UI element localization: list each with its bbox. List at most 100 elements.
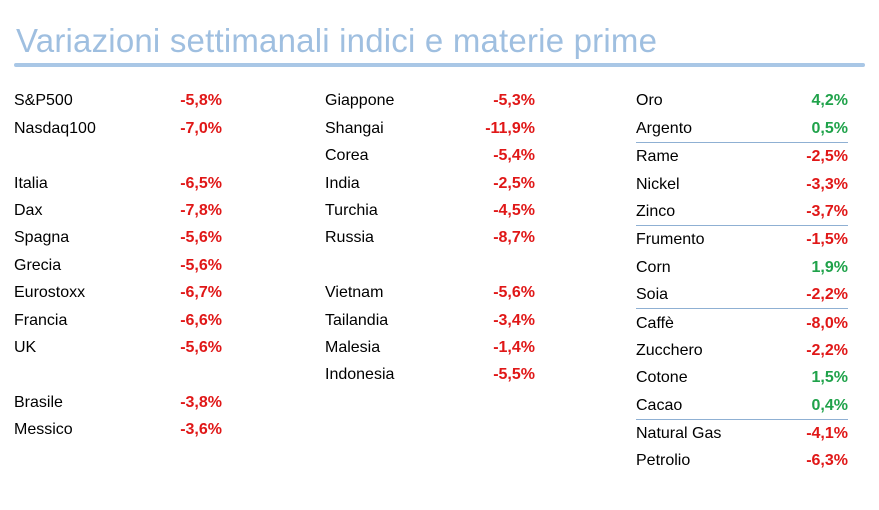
row-change-value: -4,5% (493, 201, 535, 219)
row-label: Petrolio (636, 452, 691, 470)
row-label: Italia (14, 174, 48, 192)
row-change-value: -6,7% (180, 284, 222, 302)
row-label: Rame (636, 148, 679, 166)
row-label: Grecia (14, 256, 62, 274)
title-underline (14, 63, 865, 67)
row-change-value: -2,2% (806, 286, 848, 304)
row-label: Oro (636, 92, 663, 110)
row-spacer (325, 251, 535, 278)
table-row: Tailandia -3,4% (325, 306, 535, 333)
row-change-value: -5,5% (493, 366, 535, 384)
table-row: Frumento -1,5% (636, 226, 848, 253)
row-label: Spagna (14, 229, 70, 247)
table-row: Caffè -8,0% (636, 309, 848, 336)
row-label: Corea (325, 147, 369, 165)
table-row: Malesia -1,4% (325, 334, 535, 361)
table-row: Soia -2,2% (636, 281, 848, 310)
table-row: Zucchero -2,2% (636, 337, 848, 364)
table-row: Grecia -5,6% (14, 251, 222, 278)
table-row: Rame -2,5% (636, 143, 848, 170)
table-row: Cacao 0,4% (636, 391, 848, 420)
row-label: Cotone (636, 369, 688, 387)
table-row: Russia -8,7% (325, 224, 535, 251)
row-label: UK (14, 338, 37, 356)
row-change-value: -8,7% (493, 229, 535, 247)
row-change-value: -2,2% (806, 341, 848, 359)
row-label: Russia (325, 229, 374, 247)
row-change-value: -2,5% (493, 174, 535, 192)
row-label: Zinco (636, 202, 676, 220)
row-change-value: -5,6% (180, 256, 222, 274)
row-change-value: -5,6% (493, 284, 535, 302)
row-label: Brasile (14, 393, 63, 411)
row-label: Argento (636, 119, 693, 137)
table-row: Dax -7,8% (14, 197, 222, 224)
row-change-value: 4,2% (811, 92, 848, 110)
row-label: Caffè (636, 314, 674, 332)
table-row: Corea -5,4% (325, 142, 535, 169)
table-row: Italia -6,5% (14, 169, 222, 196)
row-label: Vietnam (325, 284, 384, 302)
table-row: Eurostoxx -6,7% (14, 279, 222, 306)
table-row: Nickel -3,3% (636, 170, 848, 197)
row-label: Nasdaq100 (14, 119, 96, 137)
table-row: Spagna -5,6% (14, 224, 222, 251)
row-label: Giappone (325, 92, 395, 110)
row-label: Soia (636, 286, 669, 304)
row-change-value: -5,4% (493, 147, 535, 165)
table-row: Natural Gas -4,1% (636, 420, 848, 447)
row-change-value: -7,8% (180, 201, 222, 219)
row-spacer (14, 142, 222, 169)
row-change-value: 0,4% (811, 396, 848, 414)
row-change-value: -5,8% (180, 92, 222, 110)
row-change-value: -6,6% (180, 311, 222, 329)
row-label: Cacao (636, 396, 683, 414)
table-row: Brasile -3,8% (14, 388, 222, 415)
row-label: S&P500 (14, 92, 73, 110)
row-change-value: -6,3% (806, 452, 848, 470)
row-change-value: -11,9% (485, 119, 535, 137)
row-change-value: -3,4% (493, 311, 535, 329)
row-label: Corn (636, 258, 671, 276)
indices-asia-column: Giappone -5,3% Shangai -11,9% Corea -5,4% Indi… (325, 87, 535, 388)
row-change-value: -4,1% (806, 425, 848, 443)
row-label: Dax (14, 201, 43, 219)
row-label: Messico (14, 421, 73, 439)
table-row: Zinco -3,7% (636, 198, 848, 226)
row-label: Tailandia (325, 311, 389, 329)
table-row: UK -5,6% (14, 334, 222, 361)
row-label: Frumento (636, 231, 705, 249)
row-change-value: -3,8% (180, 393, 222, 411)
row-change-value: -1,5% (806, 231, 848, 249)
row-change-value: -5,3% (493, 92, 535, 110)
table-row: Cotone 1,5% (636, 364, 848, 391)
row-label: Natural Gas (636, 425, 722, 443)
row-label: Eurostoxx (14, 284, 86, 302)
table-row: Oro 4,2% (636, 87, 848, 114)
table-row: Giappone -5,3% (325, 87, 535, 114)
table-row: Indonesia -5,5% (325, 361, 535, 388)
page-title: Variazioni settimanali indici e materie … (16, 22, 658, 59)
table-row: Messico -3,6% (14, 416, 222, 443)
row-change-value: 1,9% (811, 258, 848, 276)
table-row: Corn 1,9% (636, 253, 848, 280)
row-change-value: -3,7% (806, 202, 848, 220)
row-change-value: -3,6% (180, 421, 222, 439)
row-change-value: -5,6% (180, 229, 222, 247)
table-row: Argento 0,5% (636, 114, 848, 143)
row-change-value: -1,4% (493, 338, 535, 356)
commodities-column: Oro 4,2% Argento 0,5% Rame -2,5% Nickel -3,3% Zi… (636, 87, 848, 474)
row-change-value: -8,0% (806, 314, 848, 332)
row-label: Francia (14, 311, 68, 329)
row-change-value: -7,0% (180, 119, 222, 137)
table-row: Francia -6,6% (14, 306, 222, 333)
row-label: Malesia (325, 338, 381, 356)
row-label: Indonesia (325, 366, 395, 384)
row-change-value: -6,5% (180, 174, 222, 192)
table-row: Nasdaq100 -7,0% (14, 114, 222, 141)
row-change-value: 0,5% (811, 119, 848, 137)
table-row: India -2,5% (325, 169, 535, 196)
row-label: Zucchero (636, 341, 703, 359)
row-label: India (325, 174, 360, 192)
table-row: S&P500 -5,8% (14, 87, 222, 114)
